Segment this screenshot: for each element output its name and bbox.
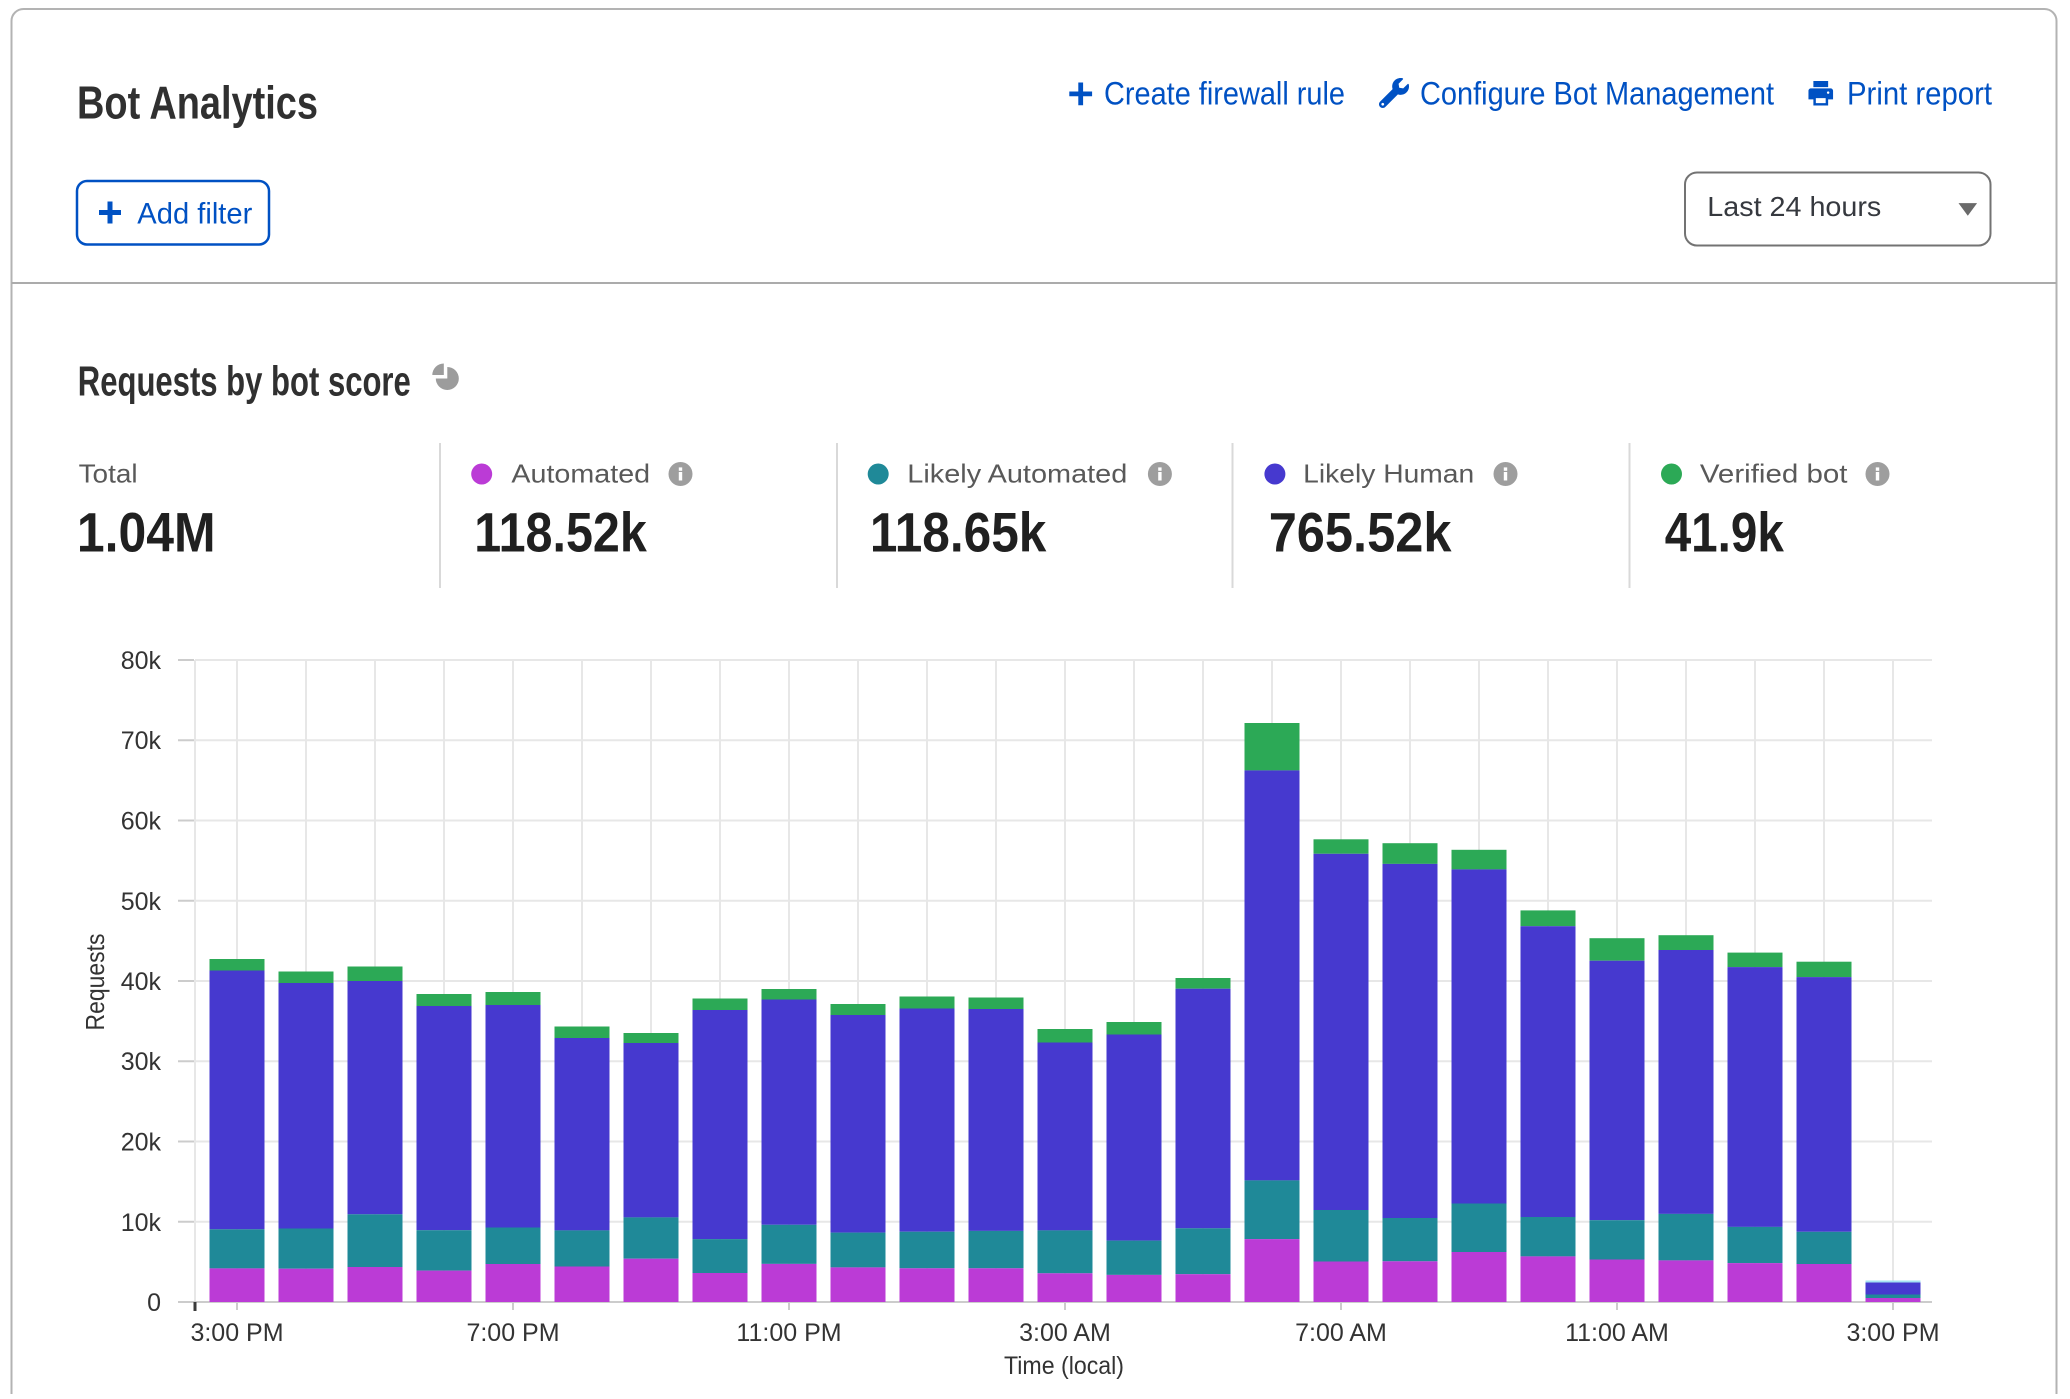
- svg-text:11:00 AM: 11:00 AM: [1565, 1319, 1669, 1347]
- svg-text:Time (local): Time (local): [1004, 1352, 1124, 1380]
- svg-text:Automated: Automated: [511, 458, 650, 488]
- svg-text:Requests by bot score: Requests by bot score: [78, 358, 411, 405]
- svg-text:3:00 PM: 3:00 PM: [1846, 1319, 1939, 1347]
- svg-text:765.52k: 765.52k: [1269, 501, 1453, 564]
- svg-text:118.65k: 118.65k: [870, 501, 1047, 564]
- svg-text:0: 0: [147, 1289, 161, 1317]
- svg-text:Requests: Requests: [80, 934, 110, 1031]
- svg-text:Likely Human: Likely Human: [1303, 458, 1474, 488]
- svg-text:118.52k: 118.52k: [474, 501, 647, 564]
- svg-text:40k: 40k: [121, 968, 162, 996]
- svg-text:Add filter: Add filter: [137, 197, 252, 230]
- svg-text:80k: 80k: [121, 647, 162, 675]
- svg-text:Verified bot: Verified bot: [1700, 458, 1848, 488]
- svg-text:Print report: Print report: [1847, 76, 1992, 112]
- svg-text:7:00 AM: 7:00 AM: [1295, 1319, 1387, 1347]
- svg-text:41.9k: 41.9k: [1665, 501, 1785, 564]
- svg-text:Configure Bot Management: Configure Bot Management: [1420, 76, 1774, 112]
- svg-text:Total: Total: [79, 458, 138, 488]
- svg-text:50k: 50k: [121, 888, 162, 916]
- svg-text:Create firewall rule: Create firewall rule: [1104, 76, 1345, 112]
- svg-text:60k: 60k: [121, 808, 162, 836]
- svg-text:3:00 AM: 3:00 AM: [1019, 1319, 1111, 1347]
- svg-text:30k: 30k: [121, 1048, 162, 1076]
- svg-text:Last 24 hours: Last 24 hours: [1707, 191, 1881, 222]
- svg-text:3:00 PM: 3:00 PM: [190, 1319, 283, 1347]
- svg-text:7:00 PM: 7:00 PM: [466, 1319, 559, 1347]
- svg-text:Likely Automated: Likely Automated: [907, 458, 1127, 488]
- svg-text:11:00 PM: 11:00 PM: [736, 1319, 841, 1347]
- svg-text:10k: 10k: [121, 1209, 162, 1237]
- svg-text:1.04M: 1.04M: [77, 501, 216, 564]
- svg-text:Bot Analytics: Bot Analytics: [77, 77, 318, 129]
- svg-text:20k: 20k: [121, 1129, 162, 1157]
- svg-text:70k: 70k: [121, 727, 162, 755]
